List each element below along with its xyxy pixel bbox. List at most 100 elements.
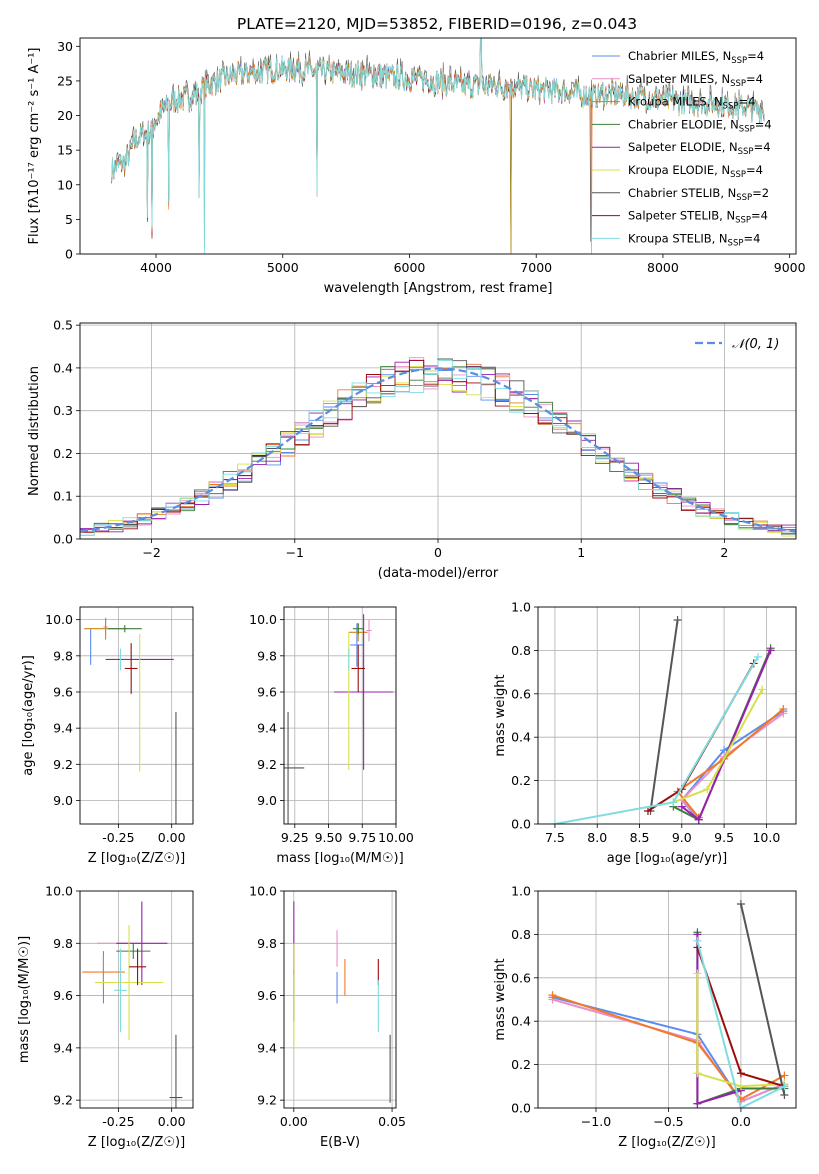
chart-panel-age_vs_massweight: 7.5 8.0 8.5 9.0 9.5 10.0 0.0 0.2 0.4 0.6 0.8 1.0 age… xyxy=(493,600,797,866)
legend-count: =2 xyxy=(752,186,769,200)
y-tick-label: 0.3 xyxy=(53,403,73,418)
y-axis-label: Flux [fλ10⁻¹⁷ erg cm⁻² s⁻¹ A⁻¹] xyxy=(27,48,42,245)
point-kroupa-elodie xyxy=(736,1082,745,1091)
plot-area xyxy=(284,607,396,824)
legend-entry: Salpeter ELODIE, NSSP=4 xyxy=(628,140,771,157)
x-tick-label: 9000 xyxy=(774,260,806,275)
plot-area xyxy=(538,891,796,1108)
legend-entry: Chabrier STELIB, NSSP=2 xyxy=(628,186,769,203)
line-salpeter-miles xyxy=(680,712,784,819)
y-axis-label: age [log₁₀(age/yr)] xyxy=(21,655,36,776)
x-tick-label: 0.05 xyxy=(378,1114,406,1129)
y-tick-label: 0.0 xyxy=(53,532,73,547)
x-tick-label: 10.00 xyxy=(378,830,414,845)
x-tick-label: 8.5 xyxy=(630,830,650,845)
y-tick-label: 0.5 xyxy=(53,318,73,333)
x-tick-label: 0.00 xyxy=(158,830,186,845)
normal-curve xyxy=(80,367,796,533)
y-tick-label: 9.2 xyxy=(257,757,277,772)
plot-area xyxy=(284,891,396,1108)
axes-frame xyxy=(79,890,194,1109)
point-chabrier-stelib xyxy=(736,900,745,909)
legend-subscript: SSP xyxy=(731,56,747,66)
plot-area xyxy=(80,607,193,824)
axes-frame xyxy=(79,322,797,540)
legend-model: Chabrier MILES, N xyxy=(628,49,731,63)
x-tick-label: 6000 xyxy=(394,260,426,275)
x-tick-label: 10.0 xyxy=(752,830,780,845)
y-tick-label: 9.8 xyxy=(257,648,277,663)
legend-entry: Chabrier MILES, NSSP=4 xyxy=(628,49,764,66)
y-tick-label: 1.0 xyxy=(511,600,531,615)
x-axis-label: wavelength [Angstrom, rest frame] xyxy=(324,281,553,296)
histogram-kroupa-stelib xyxy=(80,359,796,539)
point-kroupa-elodie xyxy=(703,785,712,794)
y-tick-label: 25 xyxy=(57,73,73,88)
y-tick-label: 9.8 xyxy=(257,936,277,951)
point-orange xyxy=(779,704,788,713)
y-tick-label: 9.8 xyxy=(53,936,73,951)
legend-model: Salpeter STELIB, N xyxy=(628,209,735,223)
line-orange xyxy=(552,994,785,1101)
legend-model: Chabrier STELIB, N xyxy=(628,186,736,200)
legend-subscript: SSP xyxy=(730,170,746,180)
point-salpeter-stelib xyxy=(643,806,652,815)
line-kroupa-stelib xyxy=(554,656,759,824)
legend-entry: Kroupa MILES, NSSP=4 xyxy=(628,95,755,112)
plot-area xyxy=(111,38,765,254)
chart-panel-EBV_vs_mass: 0.00 0.05 9.2 9.4 9.6 9.8 10.0 E(B-V) xyxy=(249,884,406,1151)
x-tick-label: 0 xyxy=(434,545,442,560)
y-tick-label: 0.0 xyxy=(511,817,531,832)
point-salpeter-elodie xyxy=(693,1099,702,1108)
legend-entry: Salpeter STELIB, NSSP=4 xyxy=(628,209,768,226)
line-kroupa-stelib xyxy=(696,940,785,1108)
legend-subscript: SSP xyxy=(738,147,754,157)
point-orange xyxy=(548,991,557,1000)
x-axis-label: Z [log₁₀(Z/Z☉)] xyxy=(618,1135,715,1150)
x-axis-label: E(B-V) xyxy=(320,1135,360,1150)
y-tick-label: 0.4 xyxy=(53,360,73,375)
x-tick-label: 8000 xyxy=(647,260,679,275)
legend-subscript: SSP xyxy=(739,124,755,134)
legend-subscript: SSP xyxy=(728,238,744,248)
y-tick-label: 9.6 xyxy=(257,988,277,1003)
point-chabrier-stelib xyxy=(780,1090,789,1099)
x-axis-label: age [log₁₀(age/yr)] xyxy=(607,851,728,866)
axes-frame xyxy=(283,606,397,825)
point-kroupa-elodie xyxy=(693,969,702,978)
y-tick-label: 9.4 xyxy=(53,1040,73,1055)
x-tick-label: 9.75 xyxy=(348,830,376,845)
legend-count: =4 xyxy=(746,163,763,177)
y-axis-label: mass [log₁₀(M/M☉)] xyxy=(17,936,32,1063)
plot-area xyxy=(80,323,796,539)
y-tick-label: 10.0 xyxy=(249,884,277,899)
point-kroupa-stelib xyxy=(780,1082,789,1091)
line-salpeter-elodie xyxy=(696,934,742,1106)
point-chabrier-stelib xyxy=(673,616,682,625)
y-tick-label: 10.0 xyxy=(249,612,277,627)
legend-entry: Kroupa STELIB, NSSP=4 xyxy=(628,231,760,248)
point-salpeter-stelib xyxy=(736,1069,745,1078)
chart-panel-Z_vs_massweight: −1.0 −0.5 0.0 0.0 0.2 0.4 0.6 0.8 1.0 Z [log₁₀(Z/… xyxy=(493,884,797,1150)
legend-entry: Chabrier ELODIE, NSSP=4 xyxy=(628,117,772,134)
y-tick-label: 10.0 xyxy=(45,612,73,627)
legend-entry: Salpeter MILES, NSSP=4 xyxy=(628,72,763,89)
figure-title: PLATE=2120, MJD=53852, FIBERID=0196, z=0… xyxy=(237,15,637,33)
x-tick-label: -0.25 xyxy=(102,1114,134,1129)
chart-panel-residual_hist: −2 −1 0 1 2 0.0 0.1 0.2 0.3 0.4 0.5 (data-model)/er… xyxy=(27,318,797,581)
x-tick-label: 9.25 xyxy=(281,830,309,845)
plot-area xyxy=(80,891,193,1108)
legend-model: Salpeter ELODIE, N xyxy=(628,140,738,154)
x-tick-label: 5000 xyxy=(267,260,299,275)
point-orange xyxy=(780,1071,789,1080)
x-tick-label: 2 xyxy=(720,545,728,560)
x-tick-label: −1.0 xyxy=(581,1114,611,1129)
point-kroupa-elodie xyxy=(758,685,767,694)
y-tick-label: 10 xyxy=(57,177,73,192)
legend-count: =4 xyxy=(746,72,763,86)
legend-entry: Kroupa ELODIE, NSSP=4 xyxy=(628,163,763,180)
axes-frame xyxy=(283,890,397,1109)
x-tick-label: −0.5 xyxy=(653,1114,683,1129)
point-salpeter-elodie xyxy=(677,802,686,811)
legend-count: =4 xyxy=(754,140,771,154)
